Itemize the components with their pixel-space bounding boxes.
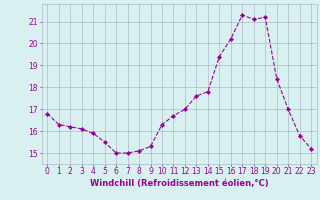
X-axis label: Windchill (Refroidissement éolien,°C): Windchill (Refroidissement éolien,°C) (90, 179, 268, 188)
